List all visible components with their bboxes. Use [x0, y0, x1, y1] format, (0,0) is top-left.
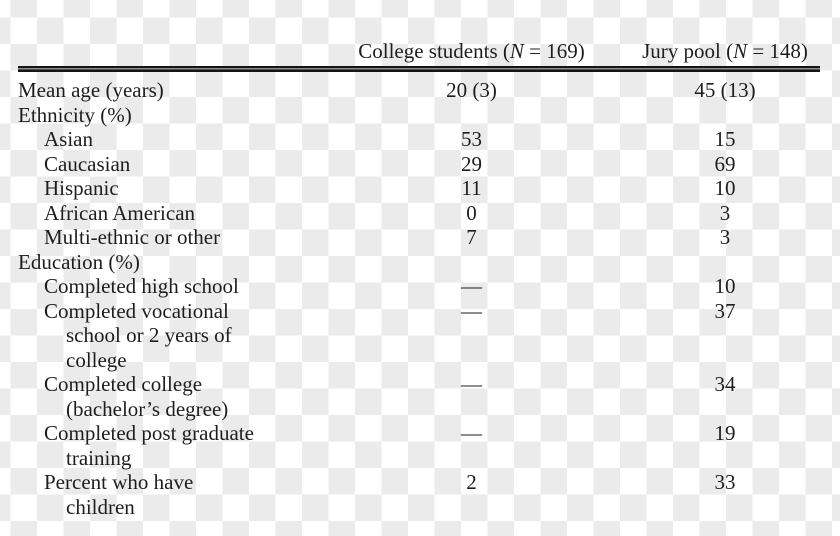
- row-label: Percent who have children: [44, 470, 194, 519]
- jury-value: 19: [714, 421, 736, 445]
- jury-value: 37: [714, 298, 736, 323]
- college-value: —: [461, 372, 482, 396]
- jury-value: 33: [714, 470, 736, 494]
- table-row: Hispanic 11 10: [18, 176, 820, 201]
- table-row: African American 0 3: [18, 201, 820, 226]
- header-divider-rule: [18, 66, 820, 72]
- jury-value: 10: [714, 176, 736, 200]
- table-row: Multi-ethnic or other 7 3: [18, 225, 820, 250]
- header-jury-n: N: [733, 39, 748, 63]
- jury-value: 15: [714, 127, 736, 151]
- row-label: Multi-ethnic or other: [44, 225, 221, 249]
- row-label: Ethnicity (%): [18, 102, 132, 127]
- row-label: Completed post graduate training: [44, 421, 254, 470]
- college-value: 29: [461, 151, 482, 176]
- row-label: Completed college (bachelor’s degree): [44, 372, 229, 421]
- table-row: Caucasian 29 69: [18, 152, 820, 177]
- row-label: African American: [44, 200, 196, 225]
- college-value: —: [461, 274, 482, 298]
- college-value: 53: [461, 127, 482, 151]
- jury-value: 45 (13): [694, 78, 756, 102]
- table-row: Percent who have children 2 33: [18, 470, 820, 519]
- header-jury-post: = 148): [747, 39, 808, 63]
- table-header-row: College students (N = 169) Jury pool (N …: [18, 36, 820, 66]
- college-value: —: [461, 298, 482, 323]
- college-value: 11: [461, 176, 482, 200]
- college-value: 0: [466, 200, 477, 225]
- row-label: Completed high school: [44, 274, 239, 298]
- table-row: Ethnicity (%): [18, 103, 820, 128]
- college-value: 7: [466, 225, 477, 249]
- jury-value: 3: [719, 225, 731, 249]
- table-row: Completed high school — 10: [18, 274, 820, 299]
- jury-value: 10: [714, 274, 736, 298]
- table-row: Completed vocational school or 2 years o…: [18, 299, 820, 373]
- jury-value: 34: [714, 372, 736, 396]
- college-value: —: [461, 421, 482, 445]
- table-row: Education (%): [18, 250, 820, 275]
- jury-value: 69: [714, 151, 736, 176]
- table-row: Completed post graduate training — 19: [18, 421, 820, 470]
- jury-value: 3: [719, 200, 731, 225]
- header-college-post: = 169): [523, 39, 585, 63]
- row-label: Education (%): [18, 249, 140, 274]
- table-body: Mean age (years) 20 (3) 45 (13) Ethnicit…: [18, 78, 820, 519]
- demographics-table: College students (N = 169) Jury pool (N …: [18, 36, 820, 519]
- header-jury-pool: Jury pool (N = 148): [598, 36, 820, 66]
- row-label: Hispanic: [44, 176, 119, 200]
- table-row: Asian 53 15: [18, 127, 820, 152]
- header-college-n: N: [509, 39, 524, 63]
- table-row: Completed college (bachelor’s degree) — …: [18, 372, 820, 421]
- row-label: Caucasian: [44, 151, 131, 176]
- header-college-pre: College students (: [358, 39, 510, 63]
- row-label: Completed vocational school or 2 years o…: [44, 298, 232, 372]
- row-label: Asian: [44, 127, 93, 151]
- header-college-students: College students (N = 169): [345, 36, 598, 66]
- college-value: 20 (3): [446, 78, 497, 102]
- header-jury-pre: Jury pool (: [642, 39, 734, 63]
- table-row: Mean age (years) 20 (3) 45 (13): [18, 78, 820, 103]
- college-value: 2: [466, 470, 477, 494]
- row-label: Mean age (years): [18, 78, 164, 102]
